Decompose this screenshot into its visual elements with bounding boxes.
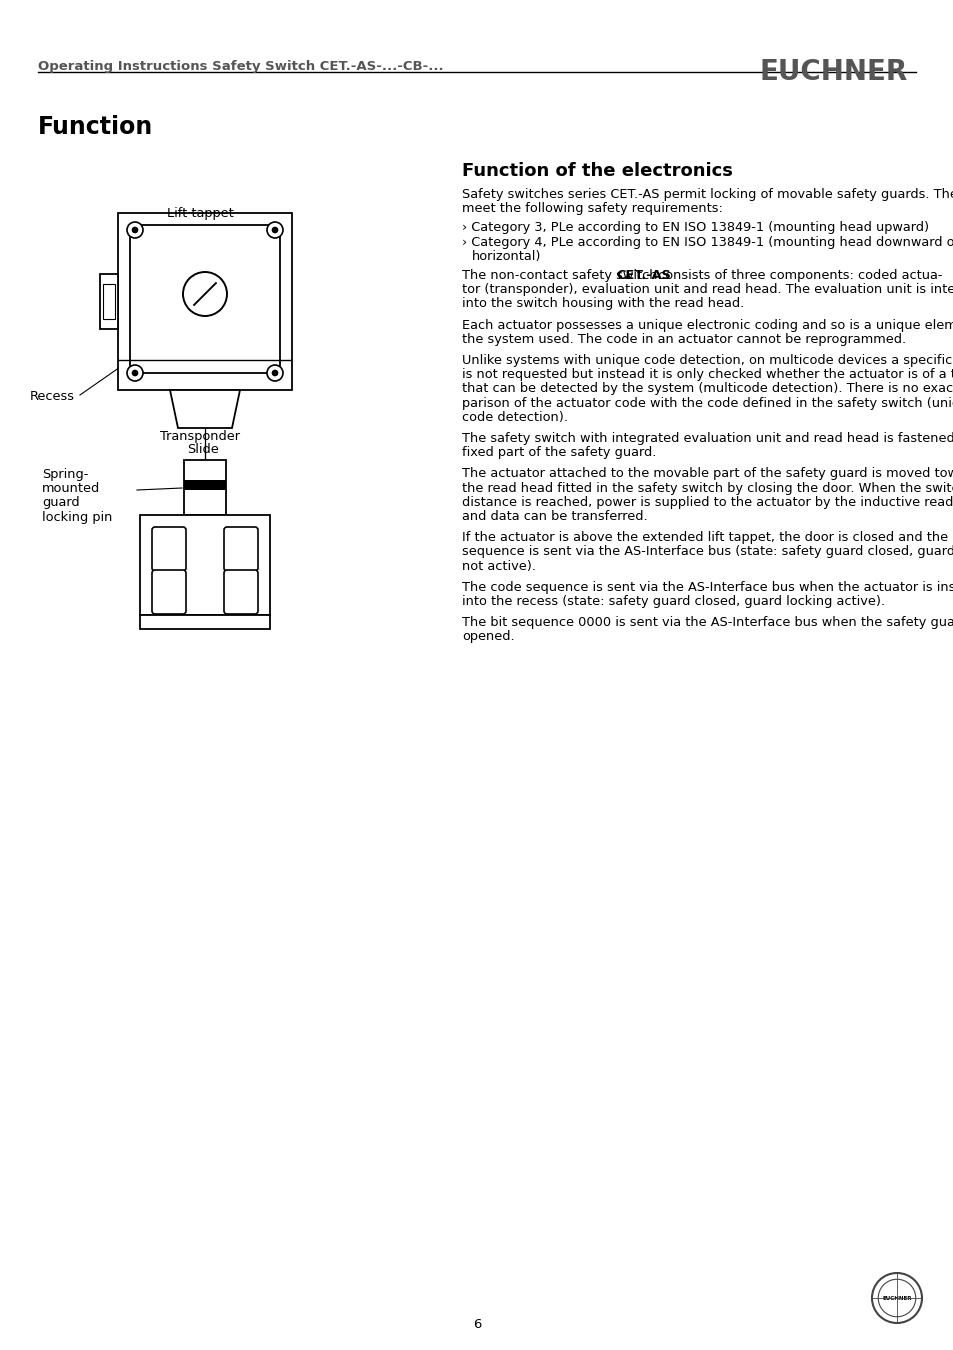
Text: EUCHNER: EUCHNER [760, 58, 907, 86]
Text: Operating Instructions Safety Switch CET.-AS-...-CB-...: Operating Instructions Safety Switch CET… [38, 59, 443, 73]
Circle shape [267, 364, 283, 381]
Bar [184, 460, 226, 514]
Text: not active).: not active). [461, 560, 536, 572]
Text: Each actuator possesses a unique electronic coding and so is a unique element in: Each actuator possesses a unique electro… [461, 319, 953, 332]
Bar [140, 514, 270, 616]
Text: horizontal): horizontal) [472, 250, 541, 263]
Text: Lift tappet: Lift tappet [167, 207, 233, 220]
Text: The safety switch with integrated evaluation unit and read head is fastened to t: The safety switch with integrated evalua… [461, 432, 953, 446]
Circle shape [871, 1273, 921, 1323]
Bar [103, 284, 115, 319]
Circle shape [132, 228, 137, 232]
FancyBboxPatch shape [152, 526, 186, 571]
Text: distance is reached, power is supplied to the actuator by the inductive read hea: distance is reached, power is supplied t… [461, 495, 953, 509]
Circle shape [878, 1280, 915, 1316]
Text: CET.-AS: CET.-AS [616, 269, 670, 282]
FancyBboxPatch shape [224, 570, 257, 614]
Text: into the recess (state: safety guard closed, guard locking active).: into the recess (state: safety guard clo… [461, 595, 884, 608]
Polygon shape [170, 390, 240, 428]
Circle shape [127, 221, 143, 238]
Text: sequence is sent via the AS-Interface bus (state: safety guard closed, guard loc: sequence is sent via the AS-Interface bu… [461, 545, 953, 559]
Text: › Category 3, PLe according to EN ISO 13849-1 (mounting head upward): › Category 3, PLe according to EN ISO 13… [461, 221, 928, 235]
Text: into the switch housing with the read head.: into the switch housing with the read he… [461, 297, 743, 310]
Bar [184, 481, 226, 490]
Circle shape [127, 364, 143, 381]
Text: Slide: Slide [187, 443, 218, 456]
Text: The actuator attached to the movable part of the safety guard is moved towards: The actuator attached to the movable par… [461, 467, 953, 481]
Circle shape [273, 370, 277, 375]
FancyBboxPatch shape [224, 526, 257, 571]
Bar [118, 213, 292, 390]
Circle shape [267, 221, 283, 238]
Text: fixed part of the safety guard.: fixed part of the safety guard. [461, 447, 656, 459]
FancyBboxPatch shape [152, 570, 186, 614]
Text: Recess: Recess [30, 390, 75, 404]
Text: the system used. The code in an actuator cannot be reprogrammed.: the system used. The code in an actuator… [461, 333, 905, 346]
Text: 6: 6 [473, 1318, 480, 1331]
Text: Transponder: Transponder [160, 431, 240, 443]
Text: code detection).: code detection). [461, 410, 567, 424]
Text: Unlike systems with unique code detection, on multicode devices a specific code: Unlike systems with unique code detectio… [461, 354, 953, 367]
Text: EUCHNER: EUCHNER [882, 1296, 911, 1300]
Text: and data can be transferred.: and data can be transferred. [461, 510, 647, 522]
Circle shape [273, 228, 277, 232]
Text: Safety switches series CET.-AS permit locking of movable safety guards. They: Safety switches series CET.-AS permit lo… [461, 188, 953, 201]
Text: the read head fitted in the safety switch by closing the door. When the switch-o: the read head fitted in the safety switc… [461, 482, 953, 494]
Text: guard: guard [42, 497, 79, 509]
Text: The bit sequence 0000 is sent via the AS-Interface bus when the safety guard is: The bit sequence 0000 is sent via the AS… [461, 616, 953, 629]
Text: meet the following safety requirements:: meet the following safety requirements: [461, 202, 722, 215]
Text: mounted: mounted [42, 482, 100, 495]
Text: tor (transponder), evaluation unit and read head. The evaluation unit is integra: tor (transponder), evaluation unit and r… [461, 284, 953, 296]
Text: Spring-: Spring- [42, 468, 89, 481]
Text: If the actuator is above the extended lift tappet, the door is closed and the ha: If the actuator is above the extended li… [461, 531, 953, 544]
Text: The code sequence is sent via the AS-Interface bus when the actuator is inserted: The code sequence is sent via the AS-Int… [461, 580, 953, 594]
Text: › Category 4, PLe according to EN ISO 13849-1 (mounting head downward or: › Category 4, PLe according to EN ISO 13… [461, 236, 953, 248]
Text: opened.: opened. [461, 630, 514, 644]
Text: is not requested but instead it is only checked whether the actuator is of a typ: is not requested but instead it is only … [461, 369, 953, 381]
Text: Function: Function [38, 115, 153, 139]
Text: The non-contact safety switch: The non-contact safety switch [461, 269, 661, 282]
Text: locking pin: locking pin [42, 510, 112, 524]
Circle shape [132, 370, 137, 375]
Bar [140, 616, 270, 629]
Bar [100, 274, 118, 329]
Text: parison of the actuator code with the code defined in the safety switch (unique: parison of the actuator code with the co… [461, 397, 953, 409]
Text: Function of the electronics: Function of the electronics [461, 162, 732, 180]
Circle shape [183, 271, 227, 316]
Text: that can be detected by the system (multicode detection). There is no exact com-: that can be detected by the system (mult… [461, 382, 953, 396]
Text: consists of three components: coded actua-: consists of three components: coded actu… [654, 269, 942, 282]
Bar [130, 225, 280, 373]
